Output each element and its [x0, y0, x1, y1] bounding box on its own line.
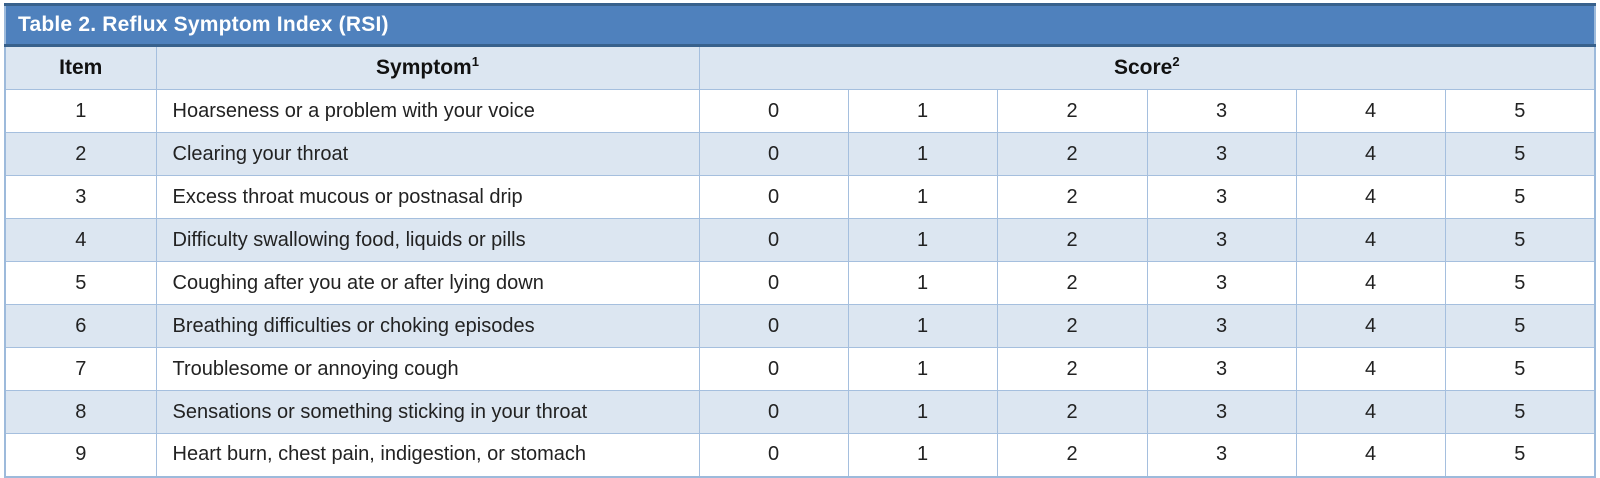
score-cell: 5: [1444, 304, 1596, 348]
score-cell: 3: [1146, 89, 1297, 133]
table-row: 8 Sensations or something sticking in yo…: [4, 390, 1596, 434]
score-cell: 0: [698, 89, 849, 133]
score-cell: 2: [996, 218, 1148, 262]
score-cell: 0: [698, 347, 849, 391]
score-cell: 5: [1444, 132, 1596, 176]
rsi-table: Table 2. Reflux Symptom Index (RSI) Item…: [4, 3, 1597, 478]
score-header-label: Score: [1113, 56, 1173, 79]
score-cell: 2: [996, 175, 1148, 219]
symptom-cell: Coughing after you ate or after lying do…: [155, 261, 700, 305]
score-cell: 0: [698, 304, 849, 348]
symptom-cell: Clearing your throat: [155, 132, 700, 176]
score-cell: 3: [1146, 261, 1297, 305]
item-cell: 4: [4, 218, 157, 262]
score-cell: 1: [847, 175, 998, 219]
score-cell: 1: [847, 390, 998, 434]
score-cell: 0: [698, 261, 849, 305]
symptom-cell: Difficulty swallowing food, liquids or p…: [155, 218, 700, 262]
score-cell: 2: [996, 390, 1148, 434]
score-cell: 2: [996, 347, 1148, 391]
symptom-cell: Breathing difficulties or choking episod…: [155, 304, 700, 348]
score-cell: 4: [1295, 390, 1446, 434]
score-cell: 1: [847, 89, 998, 133]
item-cell: 8: [4, 390, 157, 434]
table-row: 9 Heart burn, chest pain, indigestion, o…: [4, 433, 1596, 477]
table-row: 5 Coughing after you ate or after lying …: [4, 261, 1596, 305]
score-cell: 4: [1295, 89, 1446, 133]
item-cell: 6: [4, 304, 157, 348]
score-cell: 3: [1146, 433, 1297, 477]
score-cell: 1: [847, 261, 998, 305]
score-cell: 4: [1295, 132, 1446, 176]
column-header-row: Item Symptom1 Score2: [4, 45, 1596, 90]
item-header-label: Item: [59, 56, 103, 79]
symptom-header-label: Symptom: [376, 56, 472, 79]
item-cell: 2: [4, 132, 157, 176]
score-cell: 2: [996, 304, 1148, 348]
score-cell: 4: [1295, 347, 1446, 391]
column-header-item: Item: [4, 45, 157, 90]
score-cell: 1: [847, 304, 998, 348]
table-title-bar: Table 2. Reflux Symptom Index (RSI): [5, 3, 1596, 47]
score-cell: 4: [1295, 261, 1446, 305]
score-cell: 2: [996, 433, 1148, 477]
score-cell: 1: [847, 218, 998, 262]
score-cell: 5: [1444, 218, 1596, 262]
table-row: 2 Clearing your throat 0 1 2 3 4 5: [4, 132, 1596, 176]
score-cell: 3: [1146, 218, 1297, 262]
score-cell: 5: [1444, 175, 1596, 219]
score-cell: 5: [1444, 433, 1596, 477]
score-cell: 2: [996, 89, 1148, 133]
score-cell: 2: [996, 132, 1148, 176]
score-cell: 3: [1146, 304, 1297, 348]
item-cell: 1: [4, 89, 157, 133]
column-header-symptom: Symptom1: [155, 45, 700, 90]
item-cell: 3: [4, 175, 157, 219]
score-cell: 0: [698, 175, 849, 219]
score-cell: 3: [1146, 132, 1297, 176]
score-cell: 4: [1295, 218, 1446, 262]
score-cell: 3: [1146, 390, 1297, 434]
table-row: 4 Difficulty swallowing food, liquids or…: [4, 218, 1596, 262]
score-cell: 5: [1444, 261, 1596, 305]
score-cell: 1: [847, 132, 998, 176]
score-cell: 0: [698, 132, 849, 176]
symptom-cell: Hoarseness or a problem with your voice: [155, 89, 700, 133]
item-cell: 7: [4, 347, 157, 391]
item-cell: 5: [4, 261, 157, 305]
score-footnote-marker: 2: [1172, 54, 1180, 69]
score-cell: 4: [1295, 304, 1446, 348]
score-cell: 1: [847, 347, 998, 391]
score-cell: 5: [1444, 390, 1596, 434]
symptom-footnote-marker: 1: [471, 54, 479, 69]
score-cell: 0: [698, 390, 849, 434]
score-cell: 5: [1444, 347, 1596, 391]
symptom-cell: Sensations or something sticking in your…: [155, 390, 700, 434]
table-row: 3 Excess throat mucous or postnasal drip…: [4, 175, 1596, 219]
score-cell: 3: [1146, 347, 1297, 391]
symptom-cell: Heart burn, chest pain, indigestion, or …: [155, 433, 700, 477]
table-title: Table 2. Reflux Symptom Index (RSI): [5, 3, 1596, 47]
score-cell: 2: [996, 261, 1148, 305]
score-cell: 4: [1295, 175, 1446, 219]
score-cell: 1: [847, 433, 998, 477]
score-cell: 5: [1444, 89, 1596, 133]
table-row: 7 Troublesome or annoying cough 0 1 2 3 …: [4, 347, 1596, 391]
column-header-score: Score2: [698, 45, 1596, 90]
score-cell: 0: [698, 218, 849, 262]
symptom-cell: Troublesome or annoying cough: [155, 347, 700, 391]
score-cell: 3: [1146, 175, 1297, 219]
symptom-cell: Excess throat mucous or postnasal drip: [155, 175, 700, 219]
table-row: 1 Hoarseness or a problem with your voic…: [4, 89, 1596, 133]
score-cell: 0: [698, 433, 849, 477]
score-cell: 4: [1295, 433, 1446, 477]
item-cell: 9: [4, 433, 157, 477]
table-row: 6 Breathing difficulties or choking epis…: [4, 304, 1596, 348]
